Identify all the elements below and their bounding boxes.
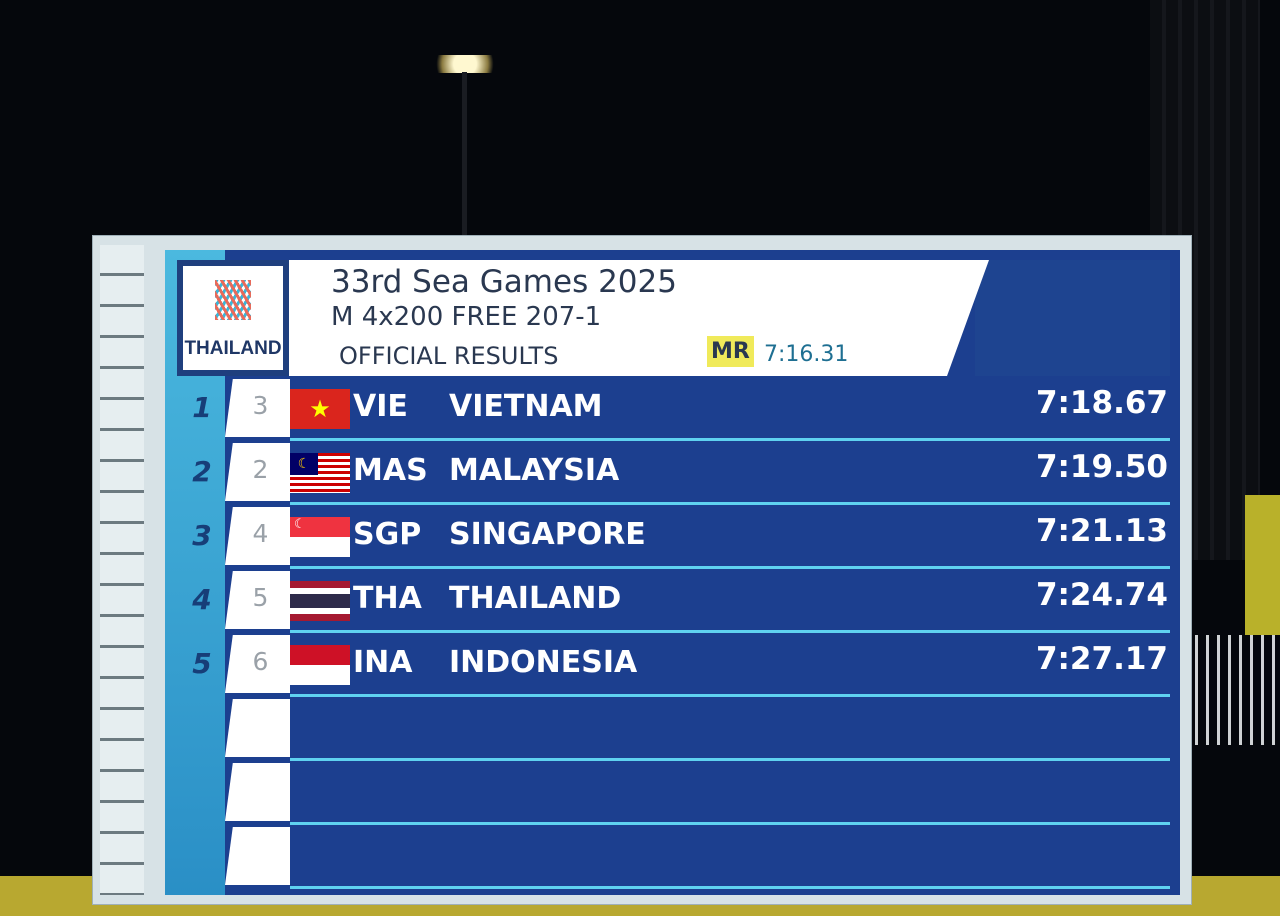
record-time: 7:16.31 [764,342,849,367]
competition-title: 33rd Sea Games 2025 [331,264,677,300]
country-code: VIE [353,389,408,424]
header: 33rd Sea Games 2025 M 4x200 FREE 207-1 O… [289,260,989,376]
stadium-floodlight [428,55,502,73]
lane-number: 6 [225,635,290,693]
result-row: 6 5 INA INDONESIA 7:27.17 [165,633,1180,697]
country-code: INA [353,645,413,680]
row-divider [290,886,1170,889]
logo-text: THAILAND [184,338,282,359]
finish-time: 7:21.13 [1035,513,1168,549]
result-row: 2 2 ☾ MAS MALAYSIA 7:19.50 [165,441,1180,505]
indonesia-flag-icon [290,645,350,685]
empty-row [165,697,1180,761]
country-code: SGP [353,517,422,552]
country-name: VIETNAM [449,389,603,424]
logo-mark-icon [215,280,251,320]
light-pole [462,72,467,237]
country-name: INDONESIA [449,645,638,680]
country-name: MALAYSIA [449,453,620,488]
lane-number: 4 [225,507,290,565]
lane-number: 2 [225,443,290,501]
scoreboard-vents [100,245,144,895]
rank: 5 [192,647,212,680]
result-row: 5 4 THA THAILAND 7:24.74 [165,569,1180,633]
row-divider [290,566,1170,569]
fence [1195,635,1280,745]
scoreboard-screen: THAILAND 33rd Sea Games 2025 M 4x200 FRE… [165,250,1180,895]
lane-number: 5 [225,571,290,629]
finish-time: 7:18.67 [1035,385,1168,421]
finish-time: 7:24.74 [1035,577,1168,613]
finish-time: 7:27.17 [1035,641,1168,677]
result-row: 3 1 ★ VIE VIETNAM 7:18.67 [165,377,1180,441]
header-panel-right [975,260,1170,376]
country-code: MAS [353,453,428,488]
lane-number [225,763,290,821]
rank: 2 [192,455,212,488]
country-code: THA [353,581,422,616]
row-divider [290,822,1170,825]
vietnam-flag-icon: ★ [290,389,350,429]
row-divider [290,694,1170,697]
singapore-flag-icon: ☾ [290,517,350,557]
empty-row [165,825,1180,889]
country-name: THAILAND [449,581,622,616]
country-name: SINGAPORE [449,517,646,552]
lane-number [225,827,290,885]
row-divider [290,630,1170,633]
empty-row [165,761,1180,825]
thailand-flag-icon [290,581,350,621]
banner [1245,495,1280,635]
rank: 3 [192,519,212,552]
games-logo: THAILAND [177,260,289,376]
record-badge: MR [707,336,754,367]
row-divider [290,758,1170,761]
malaysia-flag-icon: ☾ [290,453,350,493]
rank: 1 [192,391,212,424]
results-status: OFFICIAL RESULTS [339,342,559,370]
finish-time: 7:19.50 [1035,449,1168,485]
lane-number [225,699,290,757]
rank: 4 [192,583,212,616]
event-name: M 4x200 FREE 207-1 [331,302,602,332]
lane-number: 3 [225,379,290,437]
row-divider [290,502,1170,505]
result-row: 4 3 ☾ SGP SINGAPORE 7:21.13 [165,505,1180,569]
row-divider [290,438,1170,441]
